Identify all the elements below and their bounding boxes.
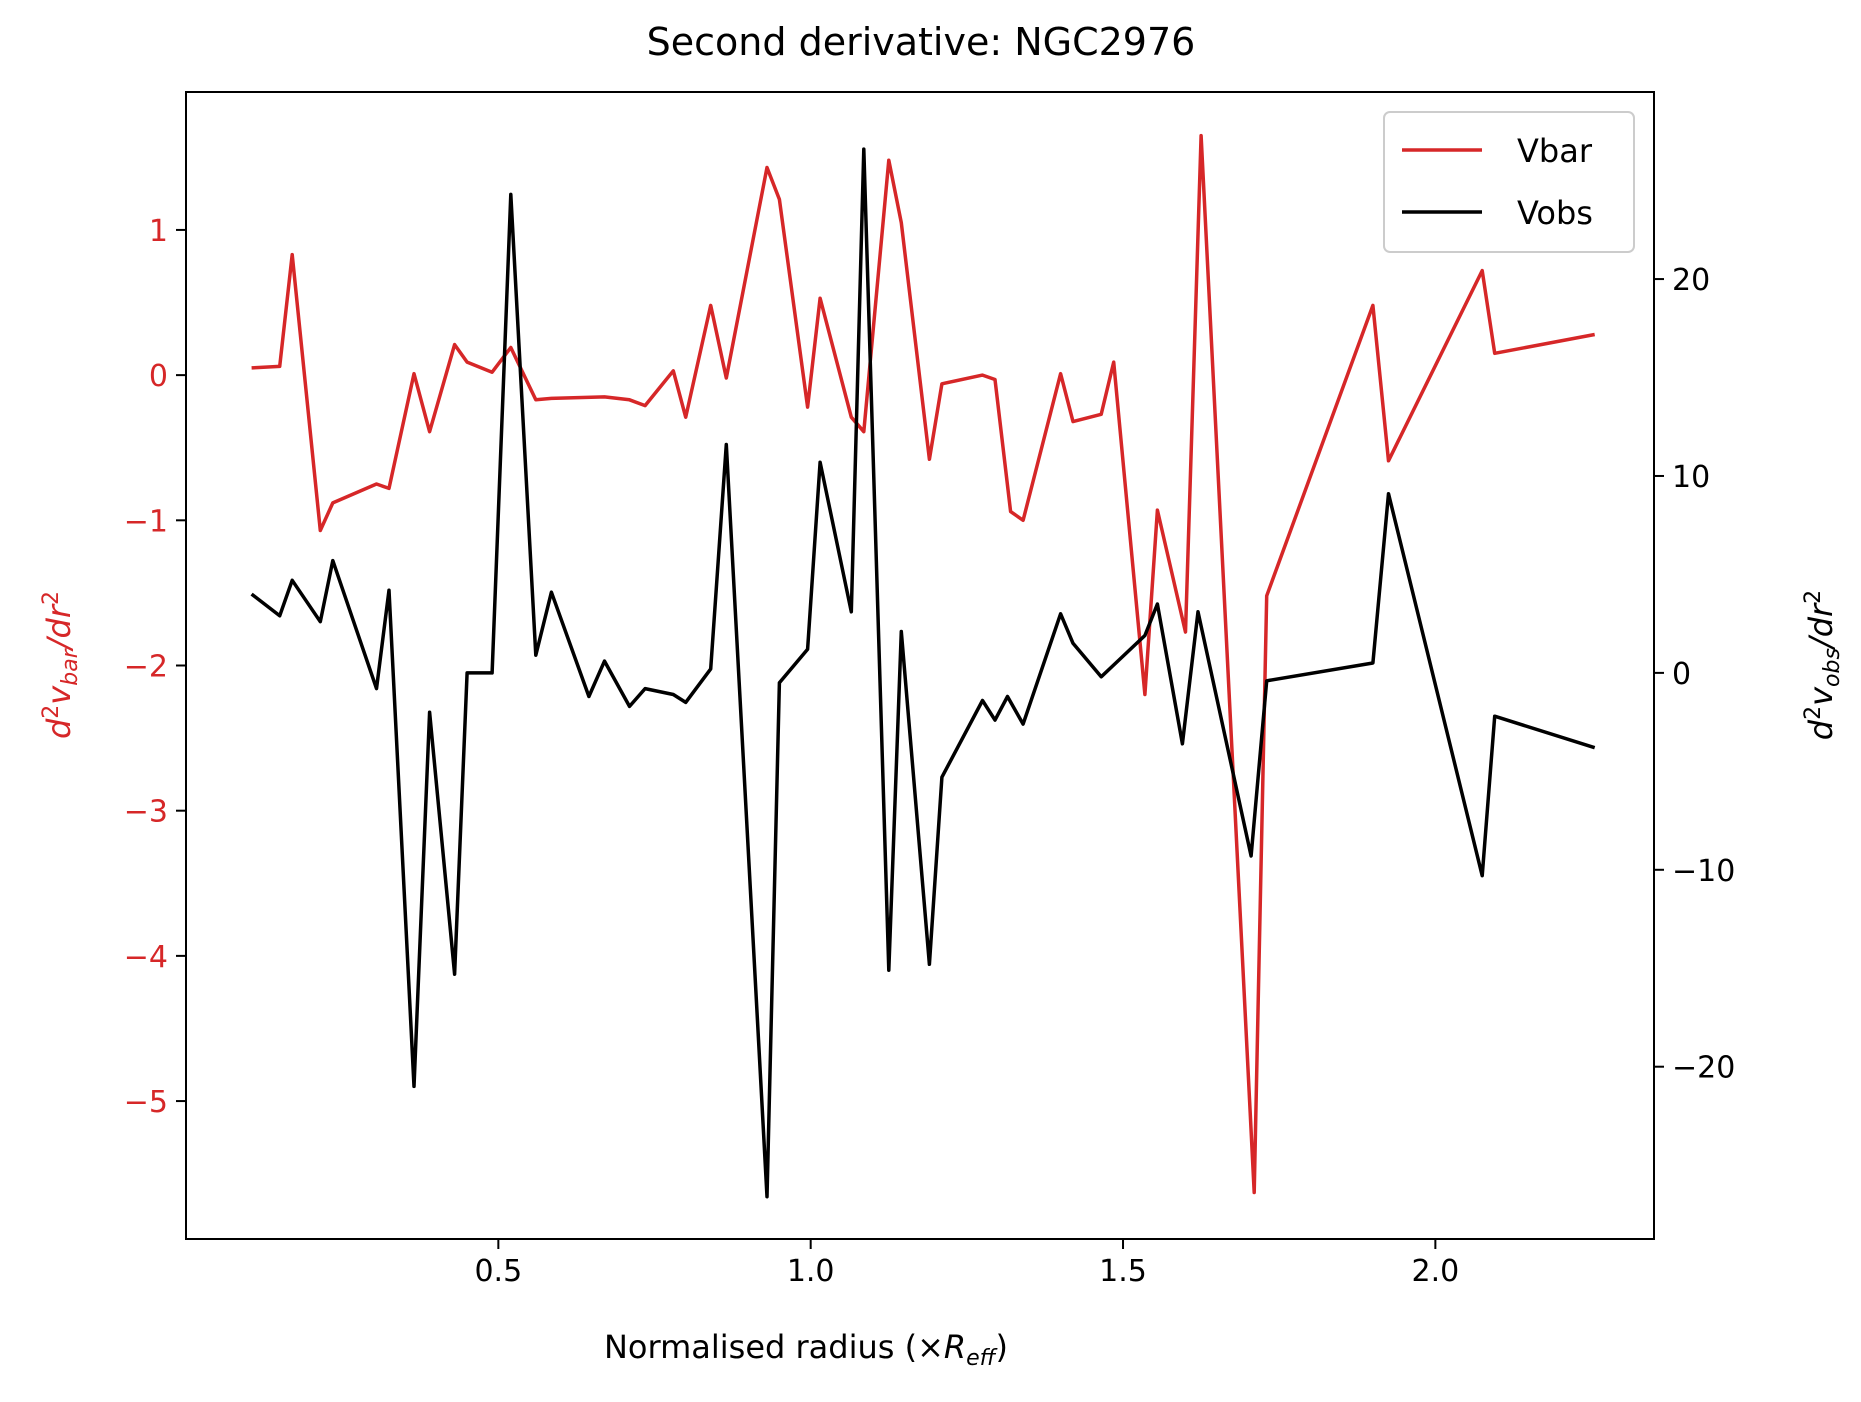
x-tick-label: 2.0 bbox=[1412, 1254, 1460, 1289]
left-y-tick-label: −1 bbox=[124, 504, 168, 539]
right-y-label-rest: /dr bbox=[1802, 602, 1840, 651]
left-y-tick-label: −4 bbox=[124, 940, 168, 975]
x-axis-label-suffix: ) bbox=[996, 1328, 1008, 1366]
x-axis-ticks: 0.5 1.0 1.5 2.0 bbox=[474, 1239, 1459, 1289]
x-tick-label: 1.0 bbox=[787, 1254, 835, 1289]
left-y-tick-label: −2 bbox=[124, 650, 168, 685]
plot-area-frame bbox=[185, 91, 1655, 1240]
left-y-axis-label: d2vbar/dr2 bbox=[39, 591, 83, 739]
right-y-tick-label: −10 bbox=[1672, 854, 1735, 889]
series-line-vobs bbox=[250, 147, 1596, 1199]
x-axis-label: Normalised radius (×Reff) bbox=[604, 1328, 1008, 1371]
x-tick-label: 0.5 bbox=[474, 1254, 522, 1289]
left-y-label-v: v bbox=[40, 685, 78, 705]
left-y-axis-ticks: 1 0 −1 −2 −3 −4 −5 bbox=[124, 214, 186, 1120]
right-y-label-sup2: 2 bbox=[1801, 590, 1826, 604]
right-y-tick-label: 10 bbox=[1672, 460, 1710, 495]
legend: Vbar Vobs bbox=[1383, 111, 1635, 253]
legend-box bbox=[1383, 111, 1635, 253]
right-y-label-sup1: 2 bbox=[1801, 706, 1826, 720]
right-y-label-d: d bbox=[1802, 719, 1840, 740]
right-y-label-sub: obs bbox=[1820, 648, 1845, 687]
right-y-tick-label: −20 bbox=[1672, 1051, 1735, 1086]
series-group bbox=[250, 133, 1596, 1199]
right-y-axis-label: d2vobs/dr2 bbox=[1801, 590, 1845, 740]
left-y-label-sup1: 2 bbox=[39, 705, 64, 719]
left-y-label-d: d bbox=[40, 718, 78, 739]
x-axis-label-symbol: R bbox=[944, 1328, 966, 1366]
left-y-tick-label: −5 bbox=[124, 1085, 168, 1120]
right-y-label-v: v bbox=[1802, 686, 1840, 706]
x-tick-label: 1.5 bbox=[1099, 1254, 1147, 1289]
left-y-tick-label: −3 bbox=[124, 795, 168, 830]
left-y-label-sup2: 2 bbox=[39, 591, 64, 605]
left-y-label-rest: /dr bbox=[40, 603, 78, 652]
left-y-tick-label: 0 bbox=[149, 359, 168, 394]
left-y-label-sub: bar bbox=[58, 647, 83, 685]
legend-label-vbar: Vbar bbox=[1517, 132, 1593, 170]
right-y-tick-label: 20 bbox=[1672, 263, 1710, 298]
right-y-tick-label: 0 bbox=[1672, 657, 1691, 692]
right-y-axis-ticks: 20 10 0 −10 −20 bbox=[1654, 263, 1735, 1086]
left-y-tick-label: 1 bbox=[149, 214, 168, 249]
legend-label-vobs: Vobs bbox=[1517, 194, 1593, 232]
chart-title: Second derivative: NGC2976 bbox=[647, 20, 1196, 64]
x-axis-label-subscript: eff bbox=[966, 1346, 998, 1371]
series-line-vbar bbox=[251, 133, 1596, 1195]
x-axis-label-prefix: Normalised radius (× bbox=[604, 1328, 944, 1366]
